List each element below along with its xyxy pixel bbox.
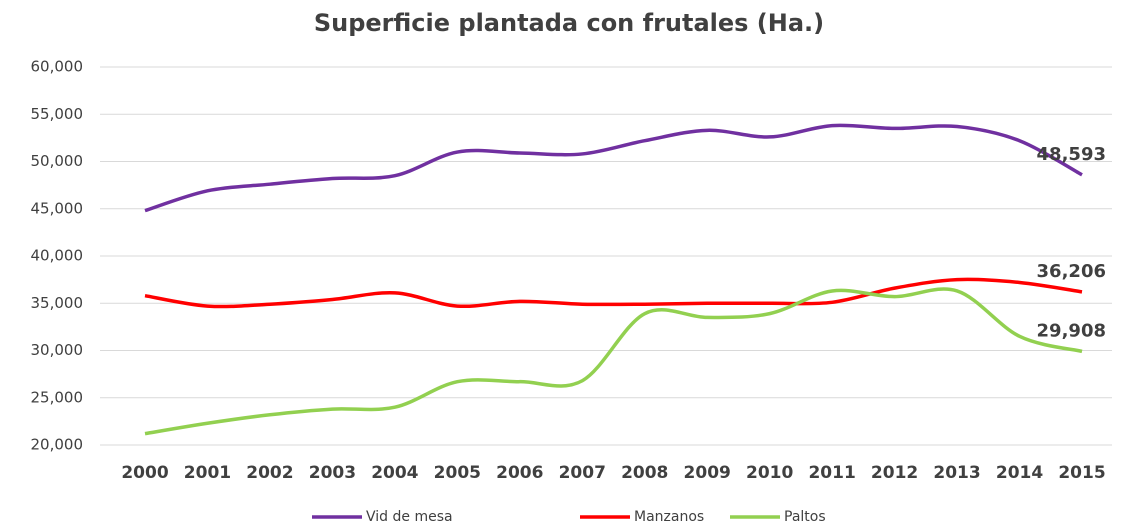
x-tick-label: 2004	[371, 463, 418, 483]
x-tick-label: 2009	[684, 463, 731, 483]
x-tick-label: 2007	[559, 463, 606, 483]
x-tick-label: 2012	[871, 463, 918, 483]
series-line	[144, 277, 1083, 309]
x-tick-label: 2002	[246, 463, 293, 483]
x-tick-label: 2013	[933, 463, 980, 483]
y-tick-label: 60,000	[31, 58, 84, 76]
y-tick-label: 50,000	[31, 152, 84, 170]
x-tick-label: 2008	[621, 463, 668, 483]
y-tick-label: 30,000	[31, 341, 84, 359]
x-tick-label: 2003	[309, 463, 356, 483]
x-tick-label: 2015	[1058, 463, 1105, 483]
legend-label: Paltos	[784, 509, 826, 525]
x-tick-label: 2014	[996, 463, 1043, 483]
x-tick-label: 2010	[746, 463, 793, 483]
x-tick-label: 2000	[121, 463, 168, 483]
x-tick-label: 2006	[496, 463, 543, 483]
series-line	[144, 287, 1083, 436]
y-tick-label: 40,000	[31, 247, 84, 265]
chart-title: Superficie plantada con frutales (Ha.)	[314, 9, 824, 37]
y-tick-label: 55,000	[31, 105, 84, 123]
data-label: 48,593	[1037, 144, 1106, 165]
data-label: 36,206	[1037, 261, 1106, 282]
x-tick-label: 2011	[808, 463, 855, 483]
y-tick-label: 35,000	[31, 294, 84, 312]
legend-label: Vid de mesa	[366, 509, 453, 525]
y-tick-label: 45,000	[31, 199, 84, 217]
x-tick-label: 2001	[184, 463, 231, 483]
data-label: 29,908	[1037, 320, 1106, 341]
series-line	[144, 123, 1083, 213]
y-tick-label: 25,000	[31, 388, 84, 406]
x-tick-label: 2005	[434, 463, 481, 483]
y-tick-label: 20,000	[31, 436, 84, 454]
legend-label: Manzanos	[634, 509, 704, 525]
